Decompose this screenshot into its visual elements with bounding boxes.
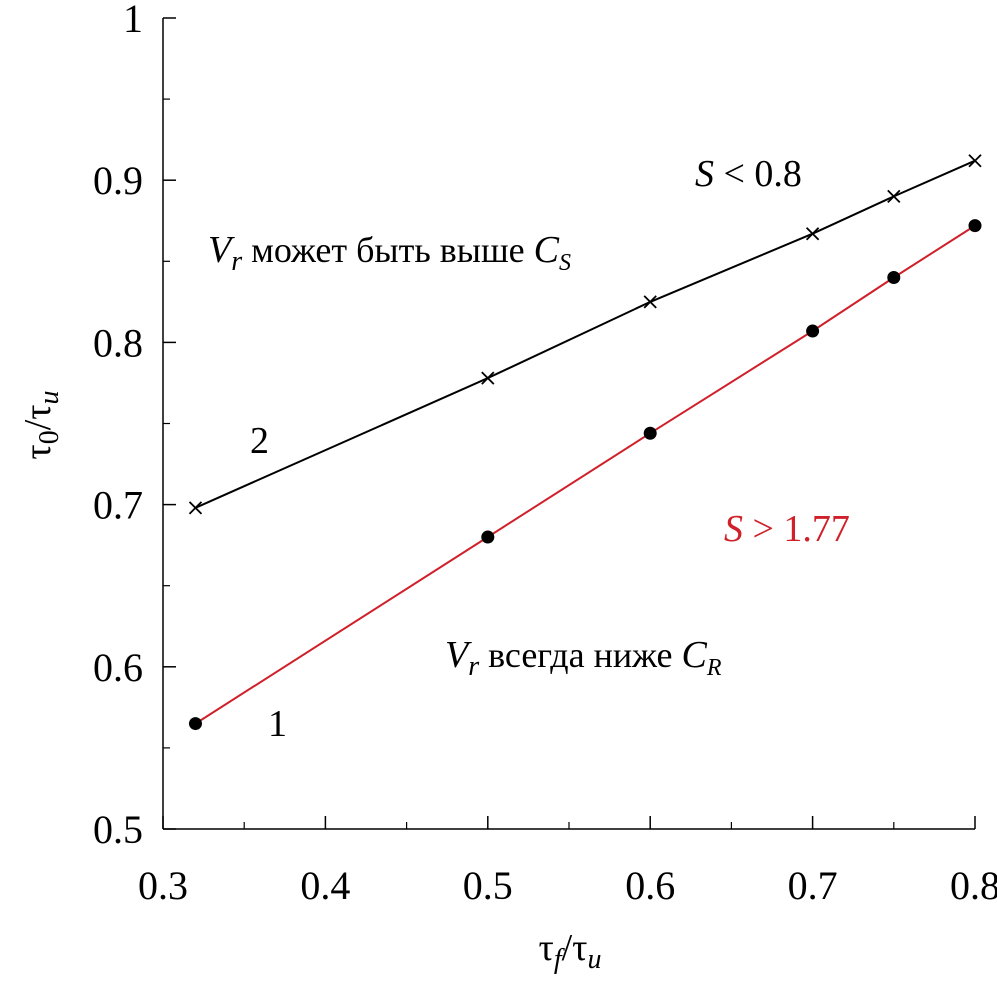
ticks	[162, 17, 976, 830]
x-axis-label: τf/τu	[539, 927, 602, 975]
upper-condition-annotation: S < 0.8	[695, 153, 802, 195]
series-markers	[188, 154, 982, 731]
x-tick-label: 0.8	[950, 863, 997, 908]
upper-region-annotation: Vr может быть выше CS	[208, 229, 571, 277]
series-1-point	[887, 271, 901, 285]
y-tick-label: 0.7	[93, 483, 143, 528]
x-tick-label: 0.5	[463, 863, 513, 908]
tick-labels: 0.5 0.6 0.7 0.8 0.9 1 0.3 0.4 0.5 0.6 0.7 0.8	[93, 0, 997, 908]
series-1-point	[643, 426, 657, 440]
y-tick-label: 0.9	[93, 158, 143, 203]
series-lines	[194, 159, 976, 725]
series-1-point	[481, 530, 495, 544]
y-tick-label: 0.5	[93, 807, 143, 852]
y-tick-label: 1	[123, 0, 143, 41]
x-tick-label: 0.4	[300, 863, 350, 908]
y-tick-label: 0.6	[93, 645, 143, 690]
x-tick-label: 0.7	[788, 863, 838, 908]
series-2-point	[805, 227, 820, 241]
x-tick-label: 0.6	[625, 863, 675, 908]
series-1-label: 1	[268, 703, 287, 745]
x-tick-label: 0.3	[138, 863, 188, 908]
series-2-point	[481, 371, 495, 385]
series-2-line	[195, 159, 976, 509]
lower-condition-annotation: S > 1.77	[724, 508, 850, 550]
series-1-line	[194, 224, 976, 725]
series-1-point	[968, 219, 982, 233]
series-2-point	[188, 501, 203, 515]
y-tick-label: 0.8	[93, 320, 143, 365]
y-axis-label: τ0/τu	[17, 390, 65, 459]
series-1-point	[806, 324, 820, 338]
series-1-point	[188, 717, 202, 731]
series-2-label: 2	[250, 420, 269, 462]
lower-region-annotation: Vr всегда ниже CR	[445, 634, 722, 682]
series-2-point	[887, 189, 901, 204]
series-2-point	[968, 154, 982, 168]
series-2-point	[643, 295, 657, 309]
